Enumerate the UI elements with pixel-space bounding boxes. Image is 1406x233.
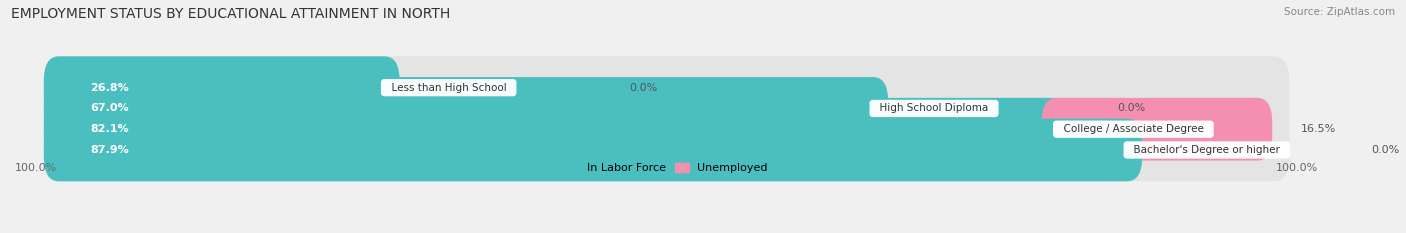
Text: Bachelor's Degree or higher: Bachelor's Degree or higher: [1128, 145, 1286, 155]
FancyBboxPatch shape: [44, 98, 1289, 161]
Text: 82.1%: 82.1%: [90, 124, 129, 134]
FancyBboxPatch shape: [44, 56, 399, 119]
Text: EMPLOYMENT STATUS BY EDUCATIONAL ATTAINMENT IN NORTH: EMPLOYMENT STATUS BY EDUCATIONAL ATTAINM…: [11, 7, 450, 21]
Text: 87.9%: 87.9%: [90, 145, 129, 155]
FancyBboxPatch shape: [44, 77, 889, 140]
FancyBboxPatch shape: [44, 98, 1071, 161]
Text: High School Diploma: High School Diploma: [873, 103, 995, 113]
Legend: In Labor Force, Unemployed: In Labor Force, Unemployed: [561, 158, 772, 178]
Text: 67.0%: 67.0%: [90, 103, 129, 113]
FancyBboxPatch shape: [44, 119, 1289, 181]
Text: 0.0%: 0.0%: [628, 83, 657, 93]
Text: College / Associate Degree: College / Associate Degree: [1057, 124, 1211, 134]
FancyBboxPatch shape: [44, 119, 1142, 181]
Text: Less than High School: Less than High School: [385, 83, 513, 93]
FancyBboxPatch shape: [44, 77, 1289, 140]
Text: 100.0%: 100.0%: [1275, 164, 1317, 174]
Text: Source: ZipAtlas.com: Source: ZipAtlas.com: [1284, 7, 1395, 17]
Text: 0.0%: 0.0%: [1371, 145, 1400, 155]
Text: 0.0%: 0.0%: [1118, 103, 1146, 113]
Text: 16.5%: 16.5%: [1301, 124, 1336, 134]
Text: 100.0%: 100.0%: [15, 164, 58, 174]
FancyBboxPatch shape: [44, 56, 1289, 119]
Text: 26.8%: 26.8%: [90, 83, 129, 93]
FancyBboxPatch shape: [1042, 98, 1272, 161]
